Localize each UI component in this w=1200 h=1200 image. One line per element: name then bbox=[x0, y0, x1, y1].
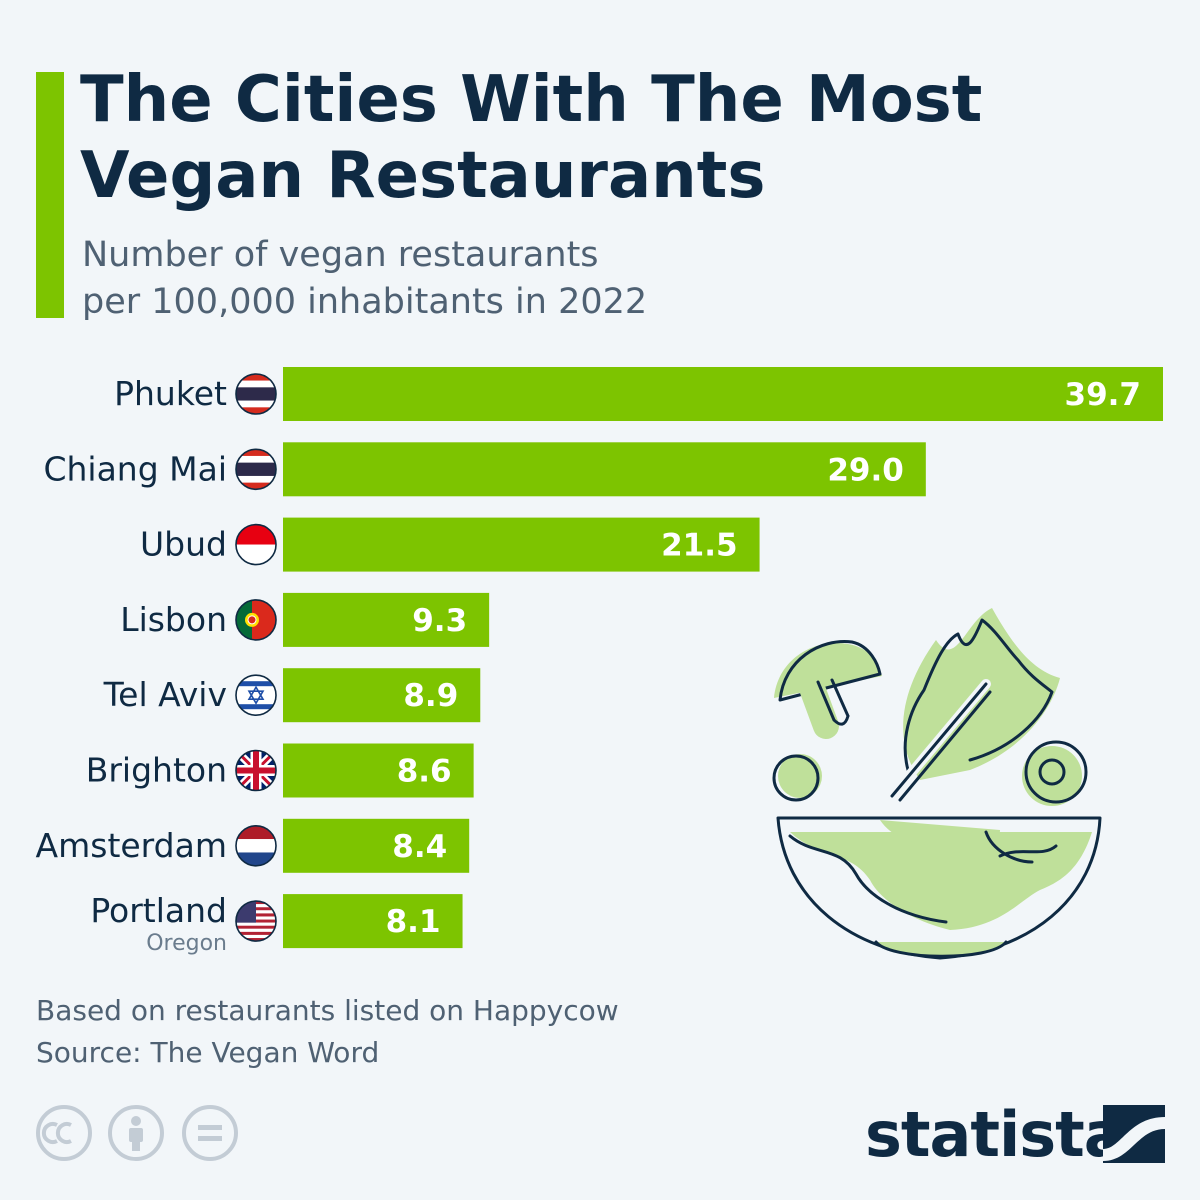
netherlands-flag-icon bbox=[235, 824, 277, 867]
bar-ubud bbox=[283, 517, 760, 572]
salad-bowl-icon bbox=[772, 608, 1102, 960]
uk-flag-icon bbox=[235, 749, 277, 792]
value-label: 29.0 bbox=[827, 452, 904, 488]
no-derivatives-icon[interactable] bbox=[182, 1105, 238, 1161]
subtitle-line-1: Number of vegan restaurants bbox=[82, 235, 599, 275]
value-label: 8.1 bbox=[386, 904, 441, 940]
title-accent-bar bbox=[36, 72, 64, 318]
indonesia-flag-icon bbox=[235, 523, 277, 566]
page-title: The Cities With The Most Vegan Restauran… bbox=[80, 63, 983, 213]
bar-portland bbox=[283, 894, 463, 949]
category-label: Tel Aviv bbox=[103, 675, 227, 714]
category-label: Amsterdam bbox=[36, 826, 227, 865]
bar-brighton bbox=[283, 743, 474, 798]
israel-flag-icon bbox=[235, 674, 277, 717]
thailand-flag-icon bbox=[235, 448, 277, 491]
value-label: 8.4 bbox=[392, 829, 447, 865]
category-label: Brighton bbox=[86, 751, 227, 790]
bar-lisbon bbox=[283, 592, 490, 647]
value-label: 8.9 bbox=[403, 678, 458, 714]
category-label: Chiang Mai bbox=[43, 449, 227, 488]
footer-note: Based on restaurants listed on Happycow bbox=[36, 994, 619, 1027]
category-label: Portland bbox=[90, 891, 227, 930]
value-label: 8.6 bbox=[397, 754, 452, 790]
category-label: Ubud bbox=[140, 525, 227, 564]
bar-chart: 39.7 Phuket 29.0 Chiang Mai 21.5 Ubud 9.3 Lisbo… bbox=[36, 367, 1163, 956]
cc-icon[interactable] bbox=[36, 1105, 92, 1161]
statista-logo-icon[interactable] bbox=[1103, 1105, 1165, 1163]
footer-notes: Based on restaurants listed on Happycow … bbox=[36, 990, 619, 1074]
category-label: Phuket bbox=[114, 374, 227, 413]
subtitle-line-2: per 100,000 inhabitants in 2022 bbox=[82, 282, 648, 322]
usa-flag-icon bbox=[235, 900, 277, 942]
bar-amsterdam bbox=[283, 818, 470, 873]
footer-source: Source: The Vegan Word bbox=[36, 1036, 380, 1069]
value-label: 21.5 bbox=[661, 528, 738, 564]
thailand-flag-icon bbox=[235, 373, 277, 415]
license-icons[interactable] bbox=[36, 1105, 246, 1161]
attribution-icon[interactable] bbox=[108, 1105, 164, 1161]
value-label: 39.7 bbox=[1065, 377, 1142, 413]
bar-chiang-mai bbox=[283, 442, 926, 497]
statista-logo[interactable]: statista bbox=[865, 1098, 1126, 1171]
portugal-flag-icon bbox=[235, 599, 277, 641]
value-label: 9.3 bbox=[412, 603, 467, 639]
bar-tel-aviv bbox=[283, 668, 481, 723]
category-label: Lisbon bbox=[120, 600, 227, 639]
category-sublabel: Oregon bbox=[146, 931, 227, 956]
subtitle: Number of vegan restaurants per 100,000 … bbox=[82, 232, 882, 326]
bar-phuket bbox=[283, 367, 1163, 421]
